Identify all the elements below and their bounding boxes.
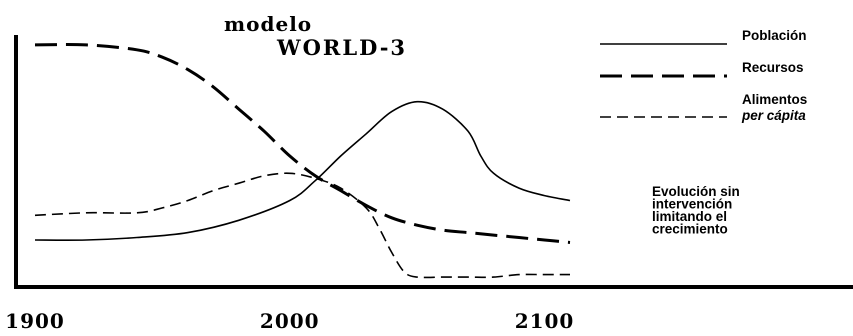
series-line-recursos <box>34 43 571 244</box>
axes <box>14 35 853 289</box>
x-tick-label: 1900 <box>5 309 65 331</box>
x-tick-label: 2000 <box>260 309 320 331</box>
legend-label-poblacion: Población <box>742 28 807 43</box>
legend-label-suffix: per cápita <box>741 108 806 123</box>
annotation-line: intervención <box>652 197 732 212</box>
series-lines <box>34 43 571 279</box>
x-tick-label: 2100 <box>515 309 575 331</box>
annotation-line: limitando el <box>652 209 727 224</box>
chart-title: modelo <box>224 12 312 36</box>
legend-label-alimentos: Alimentos <box>742 92 807 107</box>
annotation-line: crecimiento <box>652 222 728 237</box>
series-line-alimentos <box>34 172 570 279</box>
series-line-poblacion <box>34 100 571 241</box>
x-tick-labels: 1900 2000 2100 <box>5 309 575 333</box>
annotation-line: Evolución sin <box>652 184 740 199</box>
chart-subtitle: WORLD-3 <box>276 35 407 60</box>
legend-label-recursos: Recursos <box>742 60 804 75</box>
